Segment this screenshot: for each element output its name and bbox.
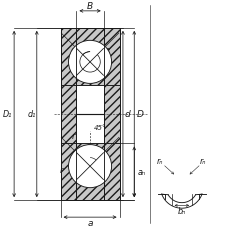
Text: aₙ: aₙ <box>137 168 145 177</box>
Text: rₙ: rₙ <box>199 156 206 165</box>
Polygon shape <box>60 85 76 144</box>
Circle shape <box>68 145 111 188</box>
Polygon shape <box>76 144 103 200</box>
Text: B: B <box>87 2 93 11</box>
Text: D₁: D₁ <box>3 110 12 119</box>
Polygon shape <box>103 85 119 144</box>
Text: r: r <box>71 131 74 140</box>
Text: 45°: 45° <box>94 124 106 130</box>
Polygon shape <box>76 29 103 85</box>
Text: rₙ: rₙ <box>156 156 163 165</box>
Text: D: D <box>136 110 143 119</box>
Polygon shape <box>76 85 103 144</box>
Text: d₁: d₁ <box>27 110 36 119</box>
Polygon shape <box>60 29 119 85</box>
Text: α: α <box>70 46 76 55</box>
Circle shape <box>68 41 111 84</box>
Polygon shape <box>60 144 119 200</box>
Text: bₙ: bₙ <box>177 206 185 215</box>
Text: α: α <box>104 46 109 55</box>
Text: d: d <box>125 110 130 119</box>
Text: r: r <box>60 165 63 174</box>
Text: a: a <box>87 218 93 227</box>
